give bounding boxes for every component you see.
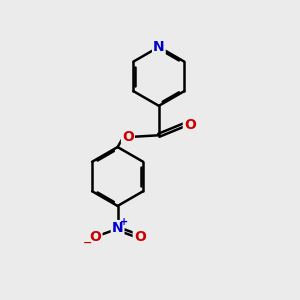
Text: O: O	[134, 230, 146, 244]
Text: O: O	[122, 130, 134, 144]
Text: −: −	[82, 238, 92, 248]
Text: +: +	[120, 217, 128, 226]
Text: O: O	[90, 230, 101, 244]
Text: N: N	[153, 40, 165, 54]
Text: N: N	[112, 221, 123, 235]
Text: O: O	[184, 118, 196, 132]
